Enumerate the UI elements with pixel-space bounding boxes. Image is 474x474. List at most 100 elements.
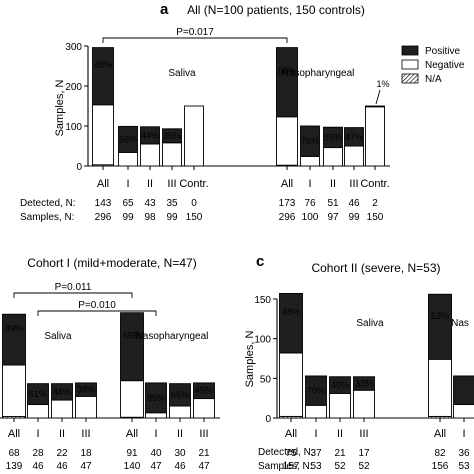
category-label-i: I [462, 428, 465, 440]
category-label-i: I [308, 178, 311, 190]
percent-label: 48% [53, 387, 71, 397]
bar-all-0: 48% [92, 47, 114, 167]
legend-label-positive: Positive [425, 46, 460, 57]
detected-row-label: Detected, N: [20, 198, 76, 209]
legend: Positive Negative N/A [401, 45, 465, 85]
detected-count: 28 [32, 448, 44, 459]
y-tick-label: 150 [254, 295, 271, 306]
bar-segment-positive [140, 126, 160, 145]
panel-c: c Cohort II (severe, N=53) Samples, N 0 5… [244, 253, 474, 472]
bar-segment-negative [184, 105, 204, 167]
bar-segment-negative [323, 147, 343, 167]
bar-all-4: 53% [428, 293, 452, 419]
detected-count: 43 [144, 198, 156, 209]
percent-label: 1% [376, 79, 389, 89]
legend-swatch-positive [401, 45, 419, 56]
bar-ii-2: 40% [329, 376, 351, 419]
bar-segment-positive [27, 383, 49, 406]
comparison-bracket: P=0.017 [102, 27, 288, 43]
bar-segment-positive [2, 313, 26, 366]
category-label-i: I [314, 428, 317, 440]
bar-segment-positive [329, 376, 351, 394]
bar-segment-positive [75, 382, 97, 397]
bar-ii-2: 44% [140, 126, 160, 167]
detected-count: 35 [166, 198, 178, 209]
bracket-line [102, 37, 288, 43]
y-tick-label: 300 [65, 42, 82, 53]
bar-ii-6: 65% [169, 383, 191, 419]
panel-b-labels: All 68 139 I 28 46 II 22 46 III 18 47 All 91 140 I 40 47 I… [6, 282, 210, 472]
panel-c-title: Cohort II (severe, N=53) [311, 261, 440, 275]
legend-swatch-negative [401, 59, 419, 70]
bar-segment-positive [279, 292, 303, 354]
samples-count: 99 [348, 212, 360, 223]
category-label-ii: II [177, 428, 183, 440]
bar-segment-negative [120, 380, 144, 418]
percent-label: 58% [278, 66, 296, 76]
percent-label: 66% [119, 134, 137, 144]
bar-segment-positive [300, 125, 320, 157]
group-label-nasopharyngeal: Nasopharyngeal [282, 68, 355, 79]
category-label-contr: Contr. [179, 178, 208, 190]
bar-i-1: 61% [27, 383, 49, 419]
y-tick-label: 0 [265, 414, 271, 425]
percent-label: 65% [123, 331, 141, 341]
bar-iii-3: 38% [75, 382, 97, 419]
bar-contr-9: 1% [365, 79, 390, 167]
detected-count: 22 [56, 448, 68, 459]
bar-segment-positive [193, 382, 215, 400]
detected-count: 46 [348, 198, 360, 209]
detected-count: 173 [279, 198, 296, 209]
bar-all-0: 48% [279, 292, 303, 419]
bar-segment-positive [353, 376, 375, 391]
samples-count: 296 [279, 212, 296, 223]
bar-i-1: 66% [118, 125, 138, 167]
percent-label: 61% [29, 389, 47, 399]
percent-label: 35% [163, 131, 181, 141]
detected-count: 91 [126, 448, 138, 459]
category-label-all: All [285, 428, 297, 440]
bar-i-5 [453, 375, 474, 419]
category-label-all: All [97, 178, 109, 190]
bar-i-6: 76% [300, 125, 320, 167]
detected-count: 75 [285, 448, 297, 459]
detected-count: 2 [372, 198, 378, 209]
category-label-all: All [281, 178, 293, 190]
bar-segment-negative [162, 142, 182, 167]
percent-label: 48% [94, 60, 112, 70]
bar-all-4: 65% [120, 312, 144, 419]
category-label-iii: III [359, 428, 368, 440]
category-label-all: All [126, 428, 138, 440]
comparison-bracket: P=0.011 [13, 282, 133, 298]
detected-count: 68 [8, 448, 20, 459]
samples-count: 97 [327, 212, 339, 223]
p-value-label: P=0.017 [176, 27, 214, 38]
percent-label: 47% [345, 132, 363, 142]
samples-row-label: Samples, N: [258, 461, 312, 472]
category-label-all: All [8, 428, 20, 440]
detected-count: 0 [191, 198, 197, 209]
category-label-i: I [36, 428, 39, 440]
panel-c-y-axis-label: Samples, N [244, 331, 256, 388]
detected-count: 21 [198, 448, 210, 459]
bar-segment-negative [145, 412, 167, 419]
percent-label: 49% [5, 324, 23, 334]
comparison-bracket: P=0.010 [37, 300, 157, 316]
panel-b: Cohort I (mild+moderate, N=47) 49% 61% 48%… [0, 256, 220, 472]
percent-label: 44% [141, 130, 159, 140]
bar-segment-negative [344, 145, 364, 167]
group-label-saliva: Saliva [168, 68, 196, 79]
category-label-iii: III [199, 428, 208, 440]
samples-count: 157 [283, 461, 300, 472]
samples-count: 46 [56, 461, 68, 472]
bar-segment-negative [27, 404, 49, 419]
bar-segment-positive [145, 382, 167, 414]
bar-all-0: 49% [2, 313, 26, 419]
bracket-line [37, 310, 157, 316]
p-value-label: P=0.010 [78, 300, 116, 311]
bar-segment-positive [428, 293, 452, 360]
bar-segment-negative [300, 155, 320, 167]
category-label-i: I [126, 178, 129, 190]
y-tick-label: 50 [260, 374, 272, 385]
